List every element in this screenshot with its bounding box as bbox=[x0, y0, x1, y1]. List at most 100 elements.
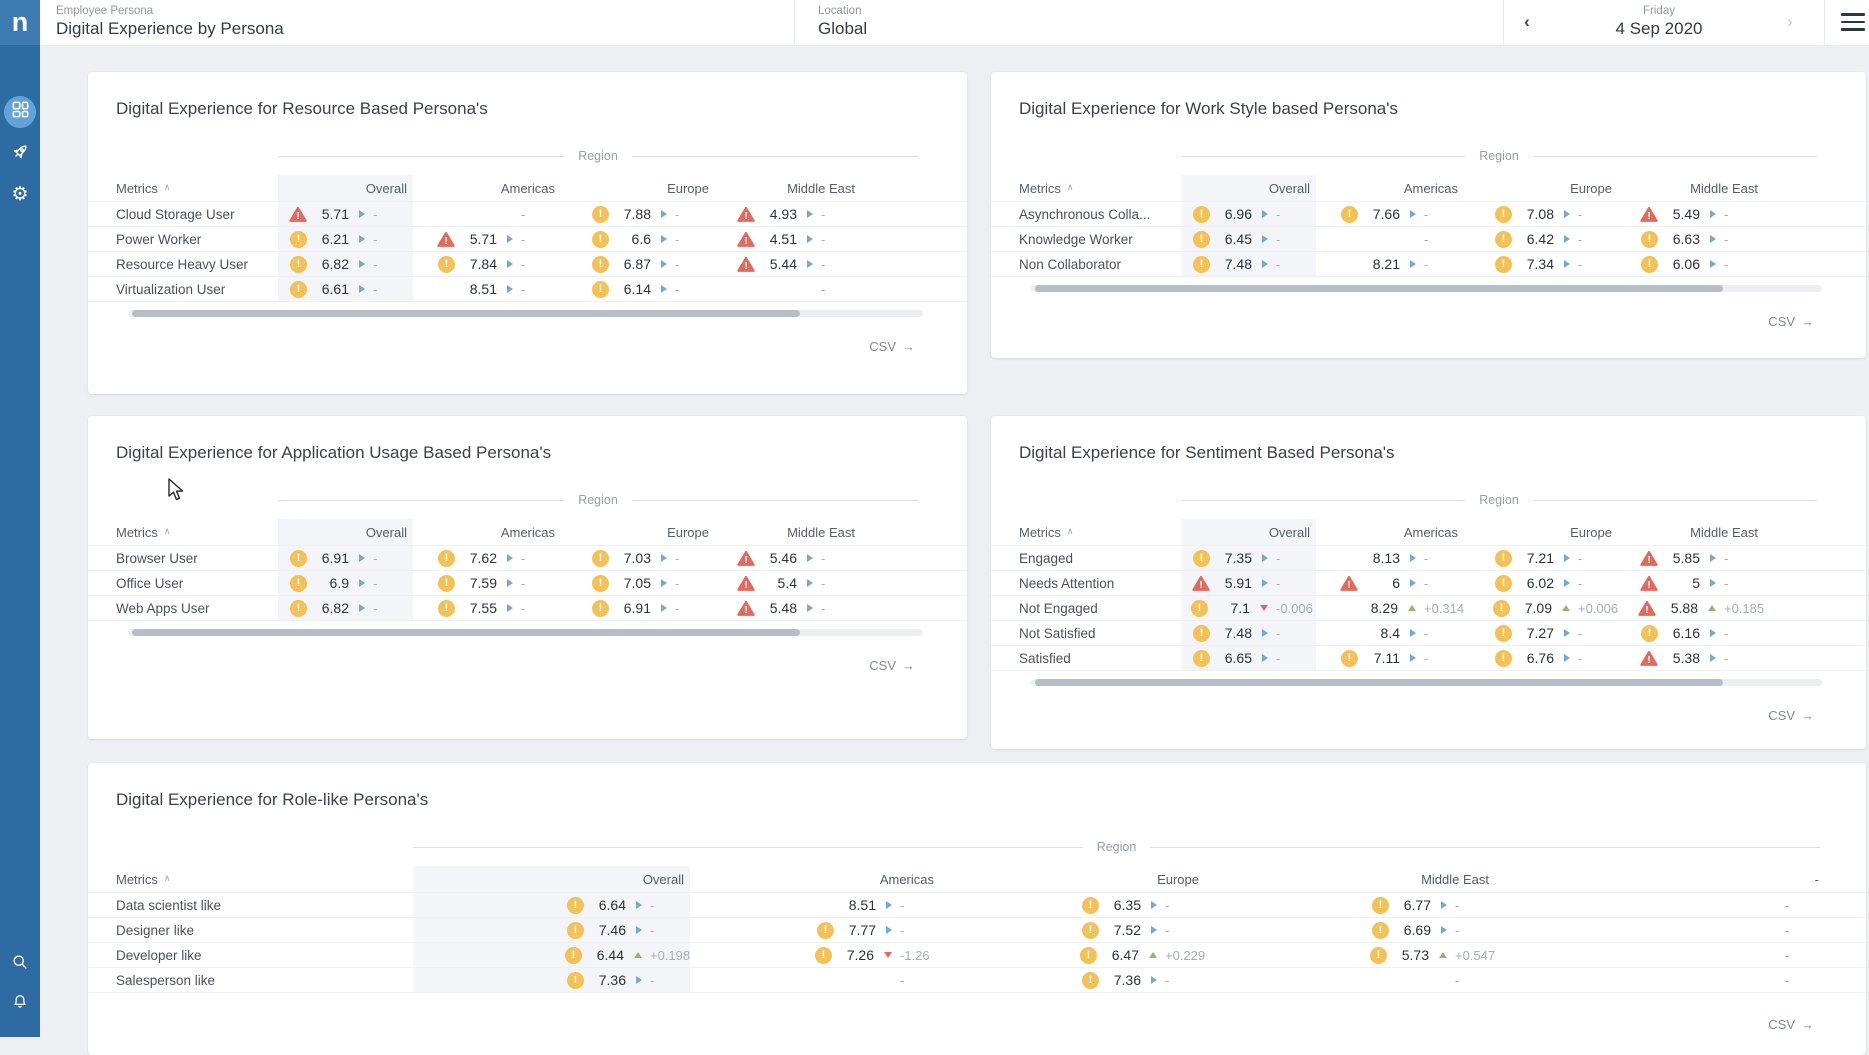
value-cell[interactable]: ! 5.38 - bbox=[1618, 646, 1764, 670]
value-cell[interactable]: ! 7.48 - bbox=[1181, 252, 1316, 276]
sidebar-item-search[interactable] bbox=[0, 948, 40, 980]
value-cell[interactable]: ! 6.16 - bbox=[1618, 621, 1764, 645]
value-cell[interactable]: ! 7.05 - bbox=[561, 571, 715, 595]
value-cell[interactable]: - bbox=[413, 202, 561, 226]
value-cell[interactable]: ! 6.9 - bbox=[278, 571, 413, 595]
metrics-sort-header[interactable]: Metrics ∧ bbox=[88, 872, 413, 887]
value-cell[interactable]: ! 6.47 +0.229 bbox=[940, 943, 1205, 967]
scrollbar-thumb[interactable] bbox=[131, 310, 800, 317]
value-cell[interactable]: ! 7.11 - bbox=[1316, 646, 1464, 670]
csv-export-link[interactable]: CSV → bbox=[88, 1017, 1866, 1032]
value-cell[interactable]: ! 5.85 - bbox=[1618, 546, 1764, 570]
scrollbar-thumb[interactable] bbox=[131, 629, 800, 636]
value-cell[interactable]: - bbox=[1495, 968, 1825, 992]
csv-export-link[interactable]: CSV → bbox=[991, 708, 1866, 723]
sidebar-item-dashboards[interactable] bbox=[4, 96, 36, 128]
value-cell[interactable]: ! 7.62 - bbox=[413, 546, 561, 570]
value-cell[interactable]: ! 6.42 - bbox=[1464, 227, 1618, 251]
date-prev-button[interactable]: ‹ bbox=[1524, 12, 1530, 31]
value-cell[interactable]: ! 7.03 - bbox=[561, 546, 715, 570]
value-cell[interactable]: ! 5.71 - bbox=[278, 202, 413, 226]
value-cell[interactable]: ! 5.46 - bbox=[715, 546, 861, 570]
value-cell[interactable]: 8.51 - bbox=[690, 893, 940, 917]
value-cell[interactable]: ! 6.82 - bbox=[278, 252, 413, 276]
scrollbar-thumb[interactable] bbox=[1034, 285, 1724, 292]
value-cell[interactable]: 8.51 - bbox=[413, 277, 561, 301]
value-cell[interactable]: ! 6.45 - bbox=[1181, 227, 1316, 251]
sidebar-item-settings[interactable]: ⚙ bbox=[0, 178, 40, 210]
value-cell[interactable]: ! 6.64 - bbox=[413, 893, 690, 917]
value-cell[interactable]: ! 7.34 - bbox=[1464, 252, 1618, 276]
value-cell[interactable]: ! 6.63 - bbox=[1618, 227, 1764, 251]
value-cell[interactable]: ! 7.55 - bbox=[413, 596, 561, 620]
value-cell[interactable]: ! 7.09 +0.006 bbox=[1464, 596, 1618, 620]
value-cell[interactable]: - bbox=[1316, 227, 1464, 251]
value-cell[interactable]: ! 7.27 - bbox=[1464, 621, 1618, 645]
value-cell[interactable]: ! 5.4 - bbox=[715, 571, 861, 595]
value-cell[interactable]: - bbox=[1495, 918, 1825, 942]
value-cell[interactable]: - bbox=[715, 277, 861, 301]
value-cell[interactable]: ! 6.65 - bbox=[1181, 646, 1316, 670]
value-cell[interactable]: ! 7.59 - bbox=[413, 571, 561, 595]
value-cell[interactable]: ! 6.44 +0.198 bbox=[413, 943, 690, 967]
value-cell[interactable]: ! 6.06 - bbox=[1618, 252, 1764, 276]
value-cell[interactable]: 8.21 - bbox=[1316, 252, 1464, 276]
value-cell[interactable]: ! 7.88 - bbox=[561, 202, 715, 226]
value-cell[interactable]: ! 7.21 - bbox=[1464, 546, 1618, 570]
value-cell[interactable]: 8.29 +0.314 bbox=[1316, 596, 1464, 620]
value-cell[interactable]: - bbox=[690, 968, 940, 992]
value-cell[interactable]: ! 7.35 - bbox=[1181, 546, 1316, 570]
value-cell[interactable]: ! 7.46 - bbox=[413, 918, 690, 942]
value-cell[interactable]: ! 6 - bbox=[1316, 571, 1464, 595]
csv-export-link[interactable]: CSV → bbox=[88, 339, 967, 354]
metrics-sort-header[interactable]: Metrics ∧ bbox=[991, 525, 1181, 540]
metrics-sort-header[interactable]: Metrics ∧ bbox=[991, 181, 1181, 196]
location-selector[interactable]: Location Global bbox=[818, 5, 867, 39]
value-cell[interactable]: ! 7.36 - bbox=[413, 968, 690, 992]
value-cell[interactable]: ! 6.76 - bbox=[1464, 646, 1618, 670]
scrollbar-thumb[interactable] bbox=[1034, 679, 1724, 686]
value-cell[interactable]: ! 4.93 - bbox=[715, 202, 861, 226]
value-cell[interactable]: - bbox=[1495, 893, 1825, 917]
value-cell[interactable]: ! 7.48 - bbox=[1181, 621, 1316, 645]
app-logo[interactable]: n bbox=[0, 0, 40, 45]
value-cell[interactable]: ! 5.73 +0.547 bbox=[1205, 943, 1495, 967]
value-cell[interactable]: 8.13 - bbox=[1316, 546, 1464, 570]
value-cell[interactable]: - bbox=[1495, 943, 1825, 967]
value-cell[interactable]: ! 5.49 - bbox=[1618, 202, 1764, 226]
value-cell[interactable]: ! 6.35 - bbox=[940, 893, 1205, 917]
value-cell[interactable]: ! 6.21 - bbox=[278, 227, 413, 251]
hamburger-menu-icon[interactable] bbox=[1841, 13, 1865, 31]
value-cell[interactable]: ! 6.91 - bbox=[278, 546, 413, 570]
value-cell[interactable]: ! 5.71 - bbox=[413, 227, 561, 251]
value-cell[interactable]: ! 6.91 - bbox=[561, 596, 715, 620]
value-cell[interactable]: ! 6.02 - bbox=[1464, 571, 1618, 595]
value-cell[interactable]: ! 5.91 - bbox=[1181, 571, 1316, 595]
value-cell[interactable]: ! 7.08 - bbox=[1464, 202, 1618, 226]
value-cell[interactable]: ! 7.84 - bbox=[413, 252, 561, 276]
value-cell[interactable]: - bbox=[1205, 968, 1495, 992]
value-cell[interactable]: ! 7.77 - bbox=[690, 918, 940, 942]
value-cell[interactable]: ! 6.96 - bbox=[1181, 202, 1316, 226]
value-cell[interactable]: ! 5.88 +0.185 bbox=[1618, 596, 1764, 620]
sidebar-item-launch[interactable] bbox=[0, 138, 40, 170]
value-cell[interactable]: ! 7.66 - bbox=[1316, 202, 1464, 226]
date-next-button[interactable]: › bbox=[1787, 12, 1793, 31]
date-selector[interactable]: Friday 4 Sep 2020 bbox=[1579, 5, 1739, 39]
value-cell[interactable]: ! 6.14 - bbox=[561, 277, 715, 301]
metrics-sort-header[interactable]: Metrics ∧ bbox=[88, 525, 278, 540]
value-cell[interactable]: ! 7.36 - bbox=[940, 968, 1205, 992]
value-cell[interactable]: ! 5.48 - bbox=[715, 596, 861, 620]
sidebar-item-notifications[interactable] bbox=[0, 988, 40, 1020]
value-cell[interactable]: ! 7.1 -0.006 bbox=[1181, 596, 1316, 620]
value-cell[interactable]: ! 5.44 - bbox=[715, 252, 861, 276]
value-cell[interactable]: ! 7.52 - bbox=[940, 918, 1205, 942]
value-cell[interactable]: 8.4 - bbox=[1316, 621, 1464, 645]
value-cell[interactable]: ! 6.82 - bbox=[278, 596, 413, 620]
value-cell[interactable]: ! 6.6 - bbox=[561, 227, 715, 251]
csv-export-link[interactable]: CSV → bbox=[88, 658, 967, 673]
csv-export-link[interactable]: CSV → bbox=[991, 314, 1866, 329]
value-cell[interactable]: ! 6.87 - bbox=[561, 252, 715, 276]
value-cell[interactable]: ! 6.77 - bbox=[1205, 893, 1495, 917]
value-cell[interactable]: ! 5 - bbox=[1618, 571, 1764, 595]
